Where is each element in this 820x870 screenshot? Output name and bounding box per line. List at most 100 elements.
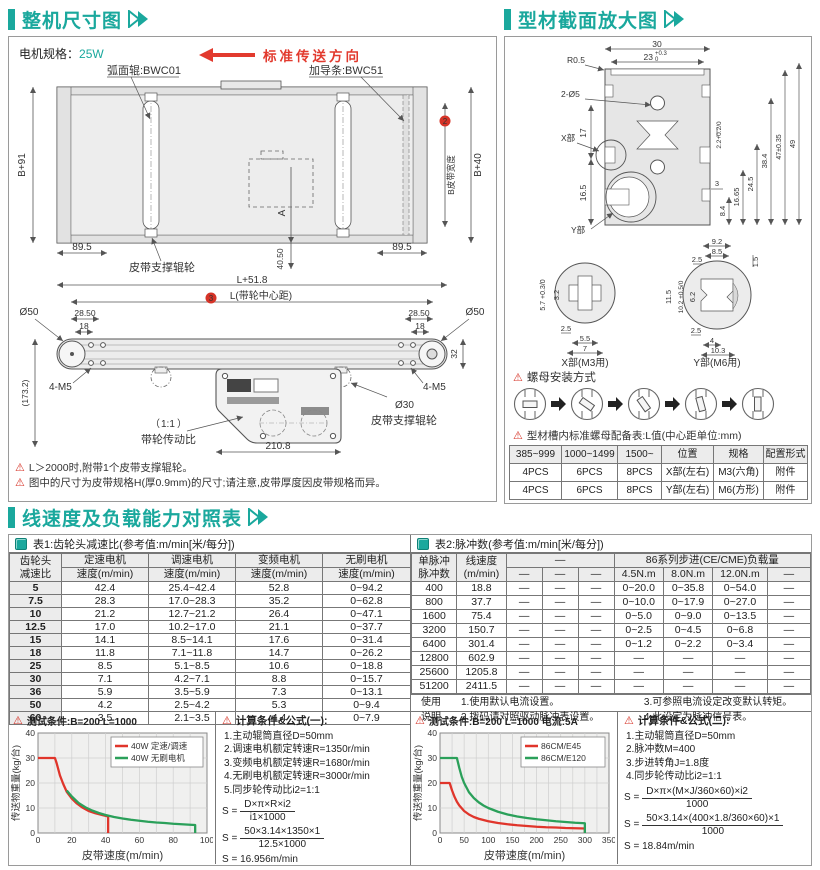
- calc-item: 3.变频电机额定转速R=1680r/min: [224, 757, 370, 769]
- section3-title: 线速度及负载能力对照表: [22, 508, 243, 530]
- cell: 8.5: [61, 659, 149, 673]
- right-arrow-icon: [665, 397, 680, 411]
- formula-prefix: S =: [624, 819, 640, 831]
- cell: 12.5: [9, 620, 62, 634]
- nut-install-steps: [513, 387, 775, 421]
- warning-icon: ⚠: [513, 372, 523, 384]
- cell: —: [577, 637, 615, 652]
- nut-install-title: 螺母安装方式: [526, 372, 596, 384]
- section-speed-load: 线速度及负载能力对照表 表1:齿轮头减速比(参考值:m/min[米/每分]): [8, 504, 812, 866]
- ratio-value: 1:1: [161, 419, 175, 430]
- table1-sub-header: 速度(m/min): [61, 567, 149, 582]
- x-tick-label: 150: [505, 835, 519, 845]
- table1-area: 表1:齿轮头减速比(参考值:m/min[米/每分]) 齿轮头 减速比 定速电机 调…: [9, 535, 411, 725]
- label-roller: 弧面辊:BWC01: [107, 63, 181, 77]
- dim-384: 38.4: [760, 154, 769, 169]
- table-row: 60 3.5 2.1~3.5 4.4 0~7.9: [9, 711, 411, 725]
- dim-18-right: 18: [415, 321, 425, 331]
- cell: 0~2.5: [613, 623, 664, 638]
- cell: 21.1: [235, 620, 323, 634]
- dim-b40: B+40: [473, 153, 484, 177]
- table2-col1-header: 线速度 (m/min): [456, 553, 507, 582]
- dim-belt-width: B皮带宽度: [446, 155, 456, 195]
- table-row: 15 14.1 8.5~14.1 17.6 0~31.4: [9, 633, 411, 647]
- dim-l-center: L(带轮中心距): [230, 289, 292, 302]
- section1-box: 电机规格：25W 标准传送方向: [8, 36, 497, 502]
- cell: —: [712, 651, 768, 666]
- nut-header-cell: 385~999: [509, 445, 562, 464]
- dim-23: 23: [644, 52, 654, 62]
- table-row: 51200 2411.5— — — — — — —: [410, 679, 812, 694]
- cell: 8.8: [235, 672, 323, 686]
- cell: 17.6: [235, 633, 323, 647]
- usage-item: 1.使用默认电流设置。: [461, 697, 560, 708]
- x-tick-label: 60: [135, 835, 145, 845]
- nut-table-title-row: ⚠ 型材槽内标准螺母配备表:L值(中心距单位:mm): [513, 429, 742, 444]
- cell: 10.2~17.0: [148, 620, 236, 634]
- cell: —: [712, 679, 768, 694]
- dim-15: 1.5: [751, 257, 760, 267]
- y-detail-caption: Y部(M6用): [693, 356, 740, 369]
- cell: 0~13.1: [322, 685, 411, 699]
- motor-label-sticker: [227, 379, 251, 392]
- table-row: 400 18.8— — —0~20.0 0~35.8 0~54.0—: [410, 581, 812, 596]
- dim-1665: 16.65: [732, 188, 741, 207]
- cell: —: [505, 665, 543, 680]
- dim-23-sup: +0.3: [655, 51, 668, 57]
- dim-55: 5.5: [580, 334, 590, 343]
- cell: —: [505, 595, 543, 610]
- cell: 0~37.7: [322, 620, 411, 634]
- cell: 2.5~4.2: [148, 698, 236, 712]
- cell: 26.4: [235, 607, 323, 621]
- dim-18-left: 18: [79, 321, 89, 331]
- circled-number-2-text: 2: [443, 117, 448, 126]
- calc1-items: 1.主动辊筒直径D=50mm 2.调速电机额定转速R=1350r/min 3.变频电…: [222, 730, 415, 798]
- chart1-test-condition: 测试条件:B=200 L=1000: [26, 716, 137, 728]
- table-row: 18 11.8 7.1~11.8 14.7 0~26.2: [9, 646, 411, 660]
- cell: —: [577, 679, 615, 694]
- load-chart-2: 0 50 100 150 200 250 300 350 0 10 20 30 40 86CM/E45 86…: [413, 728, 615, 862]
- warning-icon: ⚠: [15, 462, 25, 474]
- calc-panel-1: ⚠ 计算条件&公式(一): 1.主动辊筒直径D=50mm 2.调速电机额定转速R=1…: [216, 712, 421, 865]
- cell: —: [766, 595, 812, 610]
- table-row: 36 5.9 3.5~5.9 7.3 0~13.1: [9, 685, 411, 699]
- cell: 37.7: [456, 595, 507, 610]
- label-y-part: Y部: [571, 225, 586, 235]
- table2-area: 表2:脉冲数(参考值:m/min[米/每分]) 单脉冲 脉冲数 线速度 (m/min…: [410, 535, 812, 723]
- y-tick-label: 20: [428, 778, 438, 788]
- cell: —: [662, 665, 714, 680]
- usage-item: 2.拨码请对照驱动脉冲表设置。: [461, 712, 600, 723]
- cell: 8.5~14.1: [148, 633, 236, 647]
- formula-prefix: S =: [222, 805, 238, 817]
- table-row: 4PCS 6PCS 8PCS X部(左右) M3(六角) 附件: [509, 463, 808, 482]
- table2-sub-header: —: [541, 567, 579, 582]
- cell: 3200: [410, 623, 458, 638]
- x-tick-label: 20: [67, 835, 77, 845]
- cell: —: [766, 637, 812, 652]
- dim-92: 9.2: [712, 237, 722, 246]
- table-row: 12.5 17.0 10.2~17.0 21.1 0~37.7: [9, 620, 411, 634]
- cell: 10.6: [235, 659, 323, 673]
- table2-header: 单脉冲 脉冲数 线速度 (m/min) — 86系列步进(CE/CME)负载量 — …: [410, 553, 812, 582]
- dim-2dia5: 2-Ø5: [561, 89, 580, 99]
- cell: 附件: [763, 463, 808, 482]
- nut-header-cell: 1500~: [617, 445, 662, 464]
- cell: 7.1~11.8: [148, 646, 236, 660]
- dim-dia30: Ø30: [395, 400, 414, 411]
- ratio-paren-right: ）: [177, 418, 187, 430]
- x-tick-label: 0: [36, 835, 41, 845]
- cell: —: [577, 665, 615, 680]
- cell: 8PCS: [617, 463, 662, 482]
- cell: 0~10.0: [613, 595, 664, 610]
- table2-title: 表2:脉冲数(参考值:m/min[米/每分]): [435, 538, 604, 551]
- warning-icon: ⚠: [624, 715, 634, 727]
- calc2-title: 计算条件&公式(二):: [637, 715, 730, 727]
- cell: 0~31.4: [322, 633, 411, 647]
- x-tick-label: 40: [101, 835, 111, 845]
- legend-box: [520, 736, 606, 768]
- cell: 60: [9, 711, 62, 725]
- cell: —: [541, 595, 579, 610]
- cell: —: [766, 679, 812, 694]
- cell: 12.7~21.2: [148, 607, 236, 621]
- dim-115: 11.5: [664, 290, 673, 304]
